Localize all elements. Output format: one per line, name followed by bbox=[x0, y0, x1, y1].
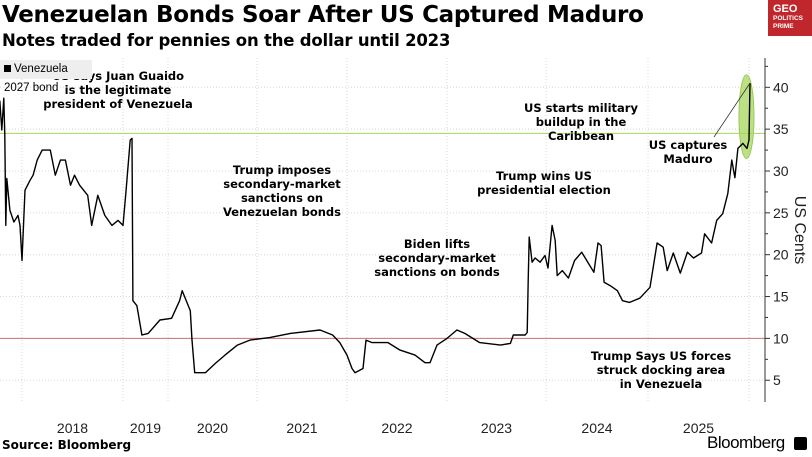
logo-line-2: POLITICS bbox=[773, 15, 803, 22]
annotation-line: presidential election bbox=[477, 183, 611, 197]
annotation-line: struck docking area bbox=[597, 363, 726, 377]
annotation-line: sanctions on bonds bbox=[374, 265, 500, 279]
logo-line-1: GEO bbox=[773, 3, 798, 15]
annotation-line: US captures bbox=[649, 138, 728, 152]
annotation: US starts military buildup in the Caribbea… bbox=[524, 101, 638, 143]
bloomberg-logo: Bloomberg bbox=[707, 433, 785, 452]
annotation: Biden lifts secondary-market sanctions on … bbox=[374, 237, 500, 279]
annotation-line: Maduro bbox=[663, 152, 712, 166]
x-tick-label: 2022 bbox=[381, 420, 412, 436]
x-tick-label: 2021 bbox=[286, 420, 317, 436]
annotation-line: US starts military bbox=[524, 101, 638, 115]
y-tick-label: 10 bbox=[773, 330, 789, 346]
x-tick-label: 2018 bbox=[57, 420, 88, 436]
annotation-line: Biden lifts bbox=[404, 237, 470, 251]
x-tick-label: 2023 bbox=[481, 420, 512, 436]
geopolitics-prime-logo: GEO POLITICS PRIME bbox=[768, 0, 812, 36]
bloomberg-chart-icon bbox=[794, 437, 807, 450]
x-tick-label: 2019 bbox=[130, 420, 161, 436]
annotation-line: in Venezuela bbox=[620, 377, 703, 391]
y-tick-label: 20 bbox=[773, 247, 789, 263]
y-tick-label: 40 bbox=[773, 79, 789, 95]
y-tick-label: 30 bbox=[773, 163, 789, 179]
annotation-line: Trump Says US forces bbox=[591, 349, 732, 363]
y-axis-label: US Cents bbox=[791, 196, 808, 264]
annotation: Trump wins US presidential election bbox=[477, 169, 611, 197]
y-tick-label: 35 bbox=[773, 121, 789, 137]
source-note: Source: Bloomberg bbox=[2, 438, 132, 452]
annotation-line: Caribbean bbox=[548, 129, 614, 143]
annotation-line: Venezuelan bonds bbox=[223, 205, 341, 219]
x-tick-label: 2020 bbox=[197, 420, 228, 436]
annotation-line: secondary-market bbox=[378, 251, 496, 265]
annotation-line: secondary-market bbox=[223, 177, 341, 191]
logo-line-3: PRIME bbox=[773, 23, 794, 30]
y-tick-label: 5 bbox=[773, 372, 781, 388]
x-tick-label: 2024 bbox=[581, 420, 612, 436]
annotation-line: Trump imposes bbox=[233, 163, 331, 177]
annotation: Trump Says US forces struck docking area i… bbox=[591, 349, 732, 391]
x-tick-label: 2025 bbox=[683, 420, 714, 436]
annotation: Trump imposes secondary-market sanctions o… bbox=[223, 163, 341, 219]
chart-subtitle: Notes traded for pennies on the dollar u… bbox=[2, 31, 451, 50]
legend: Venezuela 2027 bond bbox=[0, 60, 92, 94]
annotation-line: sanctions on bbox=[241, 191, 323, 205]
series-line-venezuela-2027-bond bbox=[0, 83, 751, 374]
annotation-leader-line bbox=[713, 82, 751, 138]
annotation-line: buildup in the bbox=[536, 115, 627, 129]
annotation-line: Trump wins US bbox=[496, 169, 592, 183]
y-tick-label: 15 bbox=[773, 289, 789, 305]
annotation: US captures Maduro bbox=[649, 138, 728, 166]
annotation-line: is the legitimate bbox=[65, 83, 172, 97]
legend-label: Venezuela 2027 bond bbox=[4, 63, 68, 94]
legend-swatch bbox=[4, 65, 11, 72]
y-tick-label: 25 bbox=[773, 205, 789, 221]
annotation-line: president of Venezuela bbox=[43, 97, 193, 111]
chart-title: Venezuelan Bonds Soar After US Captured … bbox=[2, 2, 644, 28]
